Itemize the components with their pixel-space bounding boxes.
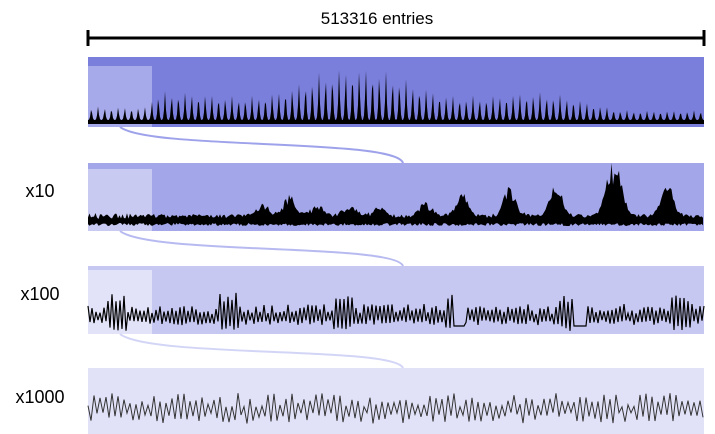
zoom-connector	[119, 230, 404, 267]
zoom-connector	[119, 126, 404, 164]
zoom-connector	[119, 333, 404, 369]
panel-background	[88, 266, 704, 334]
panel-x1000	[87, 368, 704, 434]
waveform	[87, 292, 705, 331]
zoom-label-x1000: x1000	[15, 387, 64, 407]
entries-ruler	[86, 30, 706, 46]
waveform	[87, 393, 704, 424]
zoom-label-x10: x10	[25, 181, 54, 201]
waveform	[88, 162, 703, 226]
panel-background	[88, 57, 704, 127]
panel-overview	[88, 57, 704, 127]
entries-label: 513316 entries	[321, 9, 433, 28]
panel-x100	[87, 266, 705, 334]
panel-x10	[88, 162, 704, 231]
zoom-label-x100: x100	[20, 284, 59, 304]
panel-background	[88, 368, 704, 434]
